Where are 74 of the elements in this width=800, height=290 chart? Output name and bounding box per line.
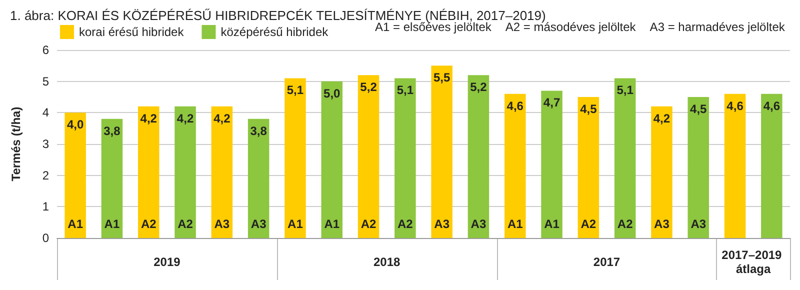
x-tick-label: A2 — [398, 217, 414, 231]
x-tick-label: A3 — [690, 217, 706, 231]
data-label: 5,1 — [616, 83, 634, 98]
bar — [101, 118, 123, 238]
bar — [138, 106, 160, 238]
data-label: 4,2 — [140, 111, 158, 126]
text: 2018 — [374, 255, 401, 269]
x-tick-label: A2 — [140, 217, 157, 231]
bar — [211, 106, 233, 238]
bar — [64, 112, 86, 238]
data-label: 4,0 — [66, 118, 84, 132]
legend-label: középérésű hibridek — [220, 25, 330, 39]
data-label: 4,6 — [506, 98, 524, 113]
data-label: 5,0 — [324, 86, 341, 100]
data-label: 3,8 — [104, 124, 121, 138]
x-tick-label: A1 — [324, 217, 340, 231]
x-tick-label: A3 — [434, 217, 450, 231]
text: 2017–2019 átlaga — [722, 248, 786, 276]
bar — [761, 94, 782, 238]
x-tick-label: A3 — [250, 217, 267, 231]
data-label: 5,2 — [360, 80, 378, 94]
bar — [724, 94, 746, 238]
bar — [358, 75, 380, 238]
data-label: 5,2 — [470, 80, 488, 94]
x-tick-label: A1 — [104, 217, 120, 231]
data-label: 5,1 — [286, 83, 304, 98]
data-label: 3,8 — [250, 124, 268, 138]
bar — [578, 97, 600, 238]
x-tick-label: A2 — [178, 217, 194, 231]
x-tick-label: A1 — [507, 217, 524, 231]
x-tick-label: A3 — [654, 217, 670, 231]
x-tick-label: A3 — [214, 217, 230, 231]
data-label: 4,5 — [690, 102, 708, 116]
bar — [468, 75, 490, 238]
x-tick-label: A3 — [470, 217, 486, 231]
bar — [431, 66, 452, 238]
data-label: 4,6 — [763, 98, 780, 113]
bar — [504, 94, 526, 238]
bar — [614, 78, 636, 238]
data-label: 4,2 — [176, 111, 194, 126]
bar — [248, 118, 270, 238]
bar — [541, 90, 562, 238]
data-label: 4,7 — [543, 96, 560, 110]
y-tick-label: 0 — [42, 231, 50, 245]
x-tick-label: A1 — [68, 217, 84, 231]
data-label: 4,6 — [726, 98, 744, 113]
text: 2019 — [154, 255, 181, 269]
x-tick-label: A1 — [288, 217, 304, 231]
data-label: 4,2 — [214, 111, 231, 126]
y-axis-title: Termés (t/ha) — [9, 106, 23, 182]
text: A3 = harmadéves jelöltek — [650, 20, 786, 34]
x-tick-label: A2 — [617, 217, 634, 231]
x-tick-label: A2 — [360, 217, 377, 231]
x-tick-label: A1 — [544, 217, 560, 231]
bar — [688, 97, 710, 238]
y-tick-label: 6 — [42, 43, 50, 57]
data-label: 5,1 — [396, 83, 414, 98]
legend-label: korai érésű hibridek — [79, 25, 185, 39]
x-tick-label: A2 — [580, 217, 596, 231]
bar — [174, 106, 196, 238]
bar — [321, 81, 343, 238]
bar — [394, 78, 416, 238]
y-tick-label: 2 — [42, 168, 50, 182]
text: 2017 — [593, 255, 620, 269]
bar — [651, 106, 672, 238]
y-tick-label: 3 — [42, 137, 50, 151]
y-tick-label: 1 — [42, 200, 50, 214]
bar — [284, 78, 306, 238]
data-label: 4,5 — [580, 102, 598, 116]
y-tick-label: 4 — [42, 106, 50, 120]
data-label: 4,2 — [653, 111, 670, 126]
data-label: 5,5 — [433, 70, 450, 85]
chart-title: 1. ábra: KORAI ÉS KÖZÉPÉRÉSŰ HIBRIDREPCÉK TELJESÍTMÉNYE (NÉBIH, 2017–2019) — [10, 8, 546, 23]
y-tick-label: 5 — [42, 74, 50, 88]
